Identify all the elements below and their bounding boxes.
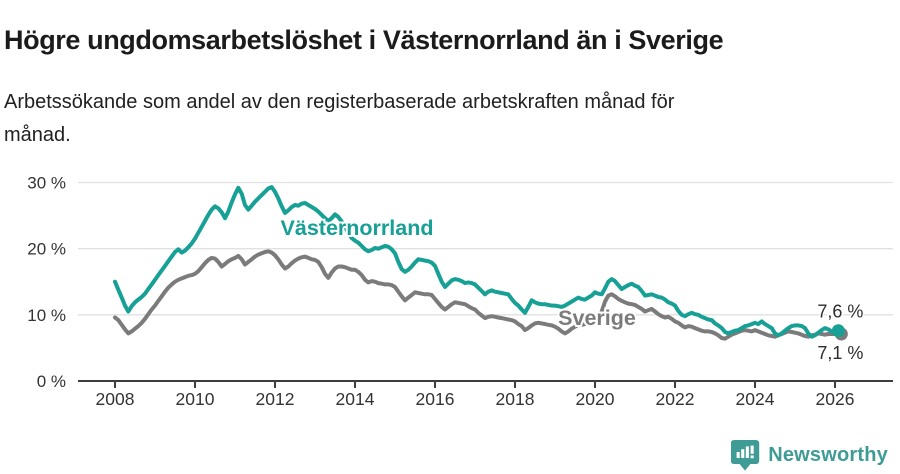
chart-canvas: 0 % 10 % 20 % 30 % 2008 2010 2012 2014 2016 2018 2… <box>27 173 893 409</box>
page-title: Högre ungdomsarbetslöshet i Västernorrla… <box>4 25 724 56</box>
y-axis-tick-label: 10 % <box>27 306 66 325</box>
end-value-label-sverige: 7,1 % <box>817 343 863 363</box>
y-axis-tick-label: 30 % <box>27 173 66 192</box>
x-axis-tick-label: 2016 <box>416 389 455 409</box>
series-label-sverige: Sverige <box>558 306 636 330</box>
bar-chart-speech-bubble-icon <box>731 440 760 471</box>
x-axis-tick-label: 2024 <box>736 389 775 409</box>
x-axis-tick-label: 2022 <box>656 389 695 409</box>
newsworthy-logo[interactable]: Newsworthy <box>731 440 888 471</box>
x-axis-tick-label: 2010 <box>176 389 215 409</box>
end-dot-västernorrland <box>831 324 845 338</box>
x-axis-tick-label: 2026 <box>816 389 855 409</box>
series-line-västernorrland <box>113 185 841 339</box>
y-axis-tick-label: 0 % <box>37 372 66 391</box>
x-axis-tick-label: 2012 <box>256 389 295 409</box>
subtitle-line-1: Arbetssökande som andel av den registerb… <box>4 91 675 113</box>
subtitle-line-2: månad. <box>4 124 71 146</box>
x-axis-tick-label: 2014 <box>336 389 375 409</box>
line-chart: 0 % 10 % 20 % 30 % 2008 2010 2012 2014 2016 2018 2… <box>0 145 900 474</box>
x-axis-tick-label: 2018 <box>496 389 535 409</box>
x-axis-tick-label: 2008 <box>96 389 135 409</box>
end-value-label-västernorrland: 7,6 % <box>817 302 863 322</box>
y-axis-tick-label: 20 % <box>27 240 66 259</box>
series-line-sverige <box>113 249 841 341</box>
chart-subtitle: Arbetssökande som andel av den registerb… <box>4 86 864 152</box>
series-label-västernorrland: Västernorrland <box>281 216 434 240</box>
brand-name: Newsworthy <box>768 444 888 466</box>
x-axis-tick-label: 2020 <box>576 389 615 409</box>
